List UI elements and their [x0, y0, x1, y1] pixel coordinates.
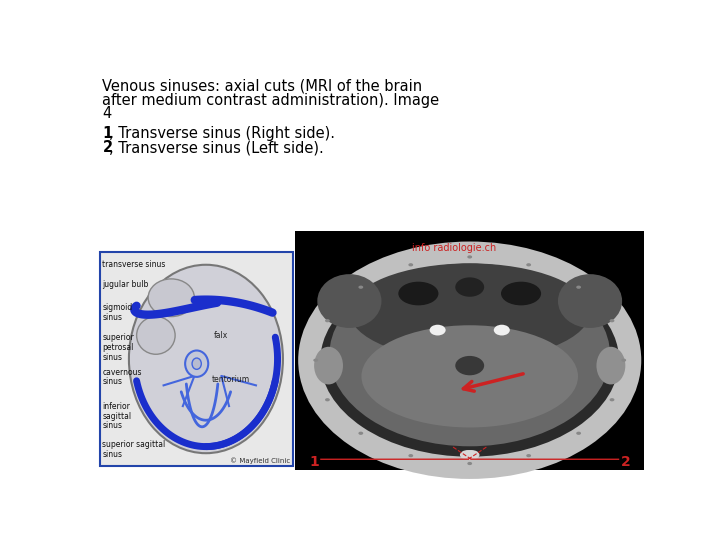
Text: Venous sinuses: axial cuts (MRI of the brain: Venous sinuses: axial cuts (MRI of the b…: [102, 79, 423, 93]
Ellipse shape: [359, 431, 363, 435]
Ellipse shape: [610, 398, 614, 401]
Text: sigmoid
sinus: sigmoid sinus: [102, 303, 132, 322]
Ellipse shape: [129, 265, 283, 453]
Ellipse shape: [455, 278, 484, 297]
Ellipse shape: [310, 253, 630, 468]
Text: 2: 2: [621, 455, 630, 469]
Text: cavernous
sinus: cavernous sinus: [102, 368, 142, 386]
Ellipse shape: [185, 350, 208, 377]
Ellipse shape: [494, 325, 510, 335]
Ellipse shape: [501, 282, 541, 305]
Text: 1: 1: [102, 126, 112, 141]
Ellipse shape: [306, 251, 634, 470]
Text: info radiologie.ch: info radiologie.ch: [412, 243, 496, 253]
Ellipse shape: [596, 347, 626, 384]
Text: falx: falx: [214, 331, 228, 340]
Ellipse shape: [526, 263, 531, 266]
Text: inferior
sagittal
sinus: inferior sagittal sinus: [102, 402, 132, 430]
Text: 1: 1: [310, 455, 319, 469]
Ellipse shape: [192, 358, 202, 369]
Bar: [100, 252, 292, 466]
Ellipse shape: [430, 325, 446, 335]
Ellipse shape: [314, 347, 343, 384]
Ellipse shape: [610, 319, 614, 322]
Ellipse shape: [318, 274, 382, 328]
Text: 4: 4: [102, 106, 112, 122]
Text: superior sagittal
sinus: superior sagittal sinus: [102, 440, 166, 459]
Ellipse shape: [359, 286, 363, 289]
Ellipse shape: [576, 286, 581, 289]
Ellipse shape: [558, 274, 622, 328]
Ellipse shape: [467, 462, 472, 465]
Ellipse shape: [398, 282, 438, 305]
Ellipse shape: [148, 279, 194, 316]
Ellipse shape: [325, 319, 330, 322]
Text: superior
petrosaI
sinus: superior petrosaI sinus: [102, 333, 134, 362]
Ellipse shape: [408, 263, 413, 266]
Text: © Mayfield Clinic: © Mayfield Clinic: [230, 457, 290, 464]
Ellipse shape: [408, 454, 413, 457]
Ellipse shape: [576, 431, 581, 435]
Ellipse shape: [455, 356, 484, 375]
Ellipse shape: [329, 264, 610, 446]
Text: jugular bulb: jugular bulb: [102, 280, 149, 289]
Ellipse shape: [467, 255, 472, 259]
Ellipse shape: [621, 359, 626, 362]
Text: , Transverse sinus (Right side).: , Transverse sinus (Right side).: [109, 126, 335, 141]
Text: 2: 2: [102, 140, 112, 156]
Ellipse shape: [325, 398, 330, 401]
Ellipse shape: [137, 316, 175, 354]
Ellipse shape: [361, 325, 578, 428]
Ellipse shape: [349, 264, 590, 360]
Text: tentorium: tentorium: [212, 375, 251, 384]
Ellipse shape: [526, 454, 531, 457]
Text: after medium contrast administration). Image: after medium contrast administration). I…: [102, 92, 439, 107]
Ellipse shape: [460, 450, 476, 460]
Text: , Transverse sinus (Left side).: , Transverse sinus (Left side).: [109, 140, 323, 156]
Ellipse shape: [313, 359, 318, 362]
Text: transverse sinus: transverse sinus: [102, 260, 166, 269]
Ellipse shape: [464, 450, 480, 460]
Bar: [295, 231, 644, 470]
